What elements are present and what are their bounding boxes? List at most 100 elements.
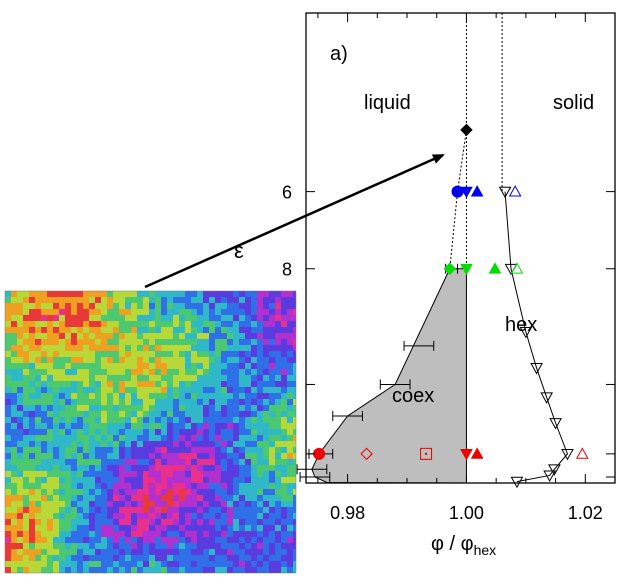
inset-cell (95, 507, 101, 513)
inset-cell (155, 405, 161, 411)
inset-cell (275, 381, 281, 387)
inset-cell (203, 555, 209, 561)
inset-cell (209, 483, 215, 489)
inset-cell (65, 525, 71, 531)
inset-cell (275, 555, 281, 561)
inset-cell (281, 423, 287, 429)
inset-cell (29, 441, 35, 447)
inset-cell (233, 465, 239, 471)
inset-cell (167, 411, 173, 417)
inset-cell (143, 483, 149, 489)
inset-cell (71, 513, 77, 519)
inset-cell (179, 501, 185, 507)
inset-cell (245, 339, 251, 345)
inset-cell (119, 477, 125, 483)
inset-cell (197, 363, 203, 369)
inset-cell (95, 531, 101, 537)
inset-cell (23, 489, 29, 495)
inset-cell (59, 543, 65, 549)
inset-cell (29, 345, 35, 351)
inset-cell (227, 453, 233, 459)
inset-cell (83, 381, 89, 387)
inset-cell (83, 531, 89, 537)
inset-cell (167, 315, 173, 321)
inset-cell (41, 429, 47, 435)
inset-cell (143, 363, 149, 369)
inset-cell (125, 393, 131, 399)
inset-cell (149, 345, 155, 351)
inset-cell (35, 375, 41, 381)
inset-cell (23, 321, 29, 327)
inset-cell (149, 375, 155, 381)
inset-cell (281, 315, 287, 321)
inset-cell (35, 441, 41, 447)
inset-cell (83, 291, 89, 297)
inset-cell (293, 567, 296, 573)
inset-cell (251, 525, 257, 531)
inset-cell (197, 525, 203, 531)
inset-cell (17, 321, 23, 327)
inset-cell (269, 465, 275, 471)
inset-cell (5, 495, 11, 501)
inset-cell (125, 303, 131, 309)
inset-cell (23, 477, 29, 483)
inset-cell (293, 297, 296, 303)
inset-cell (47, 309, 53, 315)
inset-cell (263, 315, 269, 321)
inset-cell (89, 399, 95, 405)
inset-cell (269, 345, 275, 351)
inset-cell (239, 333, 245, 339)
inset-cell (113, 507, 119, 513)
inset-cell (161, 303, 167, 309)
inset-cell (125, 309, 131, 315)
inset-cell (287, 477, 293, 483)
inset-cell (125, 381, 131, 387)
inset-cell (185, 501, 191, 507)
inset-cell (125, 537, 131, 543)
inset-cell (107, 501, 113, 507)
inset-cell (71, 393, 77, 399)
inset-cell (197, 351, 203, 357)
inset-cell (143, 513, 149, 519)
inset-cell (65, 387, 71, 393)
inset-cell (197, 339, 203, 345)
inset-cell (269, 369, 275, 375)
inset-cell (23, 333, 29, 339)
inset-cell (227, 513, 233, 519)
inset-cell (47, 333, 53, 339)
inset-cell (275, 321, 281, 327)
inset-cell (239, 381, 245, 387)
inset-cell (227, 369, 233, 375)
inset-cell (287, 567, 293, 573)
inset-cell (293, 549, 296, 555)
inset-cell (131, 561, 137, 567)
inset-cell (11, 315, 17, 321)
inset-cell (197, 489, 203, 495)
inset-cell (185, 549, 191, 555)
inset-cell (209, 513, 215, 519)
inset-cell (95, 537, 101, 543)
inset-cell (119, 405, 125, 411)
inset-cell (275, 471, 281, 477)
inset-cell (203, 537, 209, 543)
inset-cell (11, 459, 17, 465)
inset-cell (137, 519, 143, 525)
inset-cell (155, 303, 161, 309)
inset-cell (293, 327, 296, 333)
inset-cell (191, 465, 197, 471)
inset-cell (77, 327, 83, 333)
inset-cell (245, 429, 251, 435)
inset-cell (89, 369, 95, 375)
inset-cell (119, 309, 125, 315)
inset-cell (35, 537, 41, 543)
inset-cell (155, 447, 161, 453)
inset-cell (215, 561, 221, 567)
inset-cell (29, 357, 35, 363)
inset-cell (17, 531, 23, 537)
inset-cell (173, 513, 179, 519)
inset-cell (71, 291, 77, 297)
inset-cell (203, 303, 209, 309)
inset-cell (83, 351, 89, 357)
inset-cell (227, 417, 233, 423)
inset-cell (191, 441, 197, 447)
